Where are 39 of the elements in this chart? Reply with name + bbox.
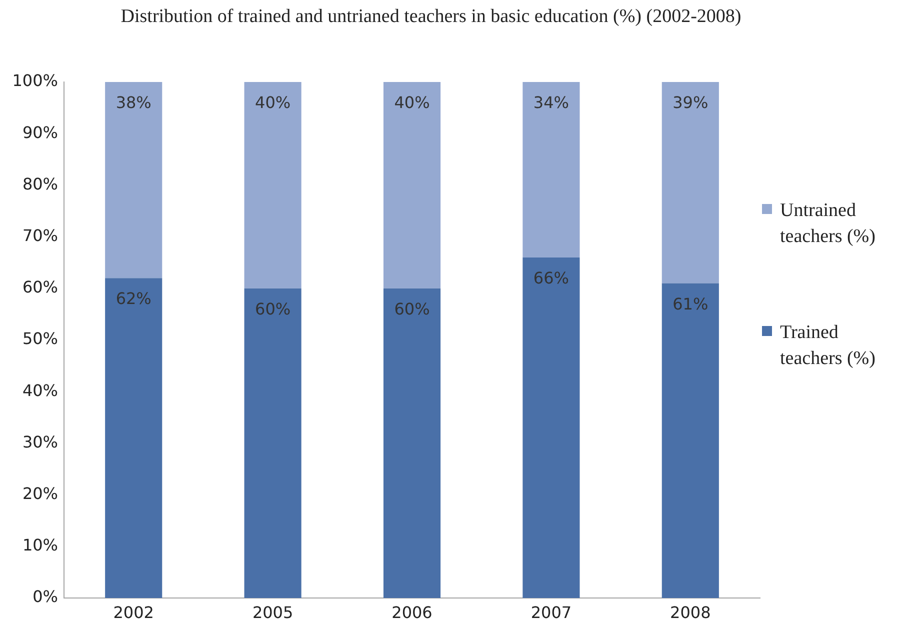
y-tick-label: 40% — [22, 380, 58, 400]
bar — [662, 283, 719, 598]
x-tick-label: 2005 — [252, 602, 294, 622]
bar — [105, 278, 162, 598]
legend-label: Trained teachers (%) — [780, 321, 876, 371]
bar — [662, 82, 719, 284]
data-label: 62% — [116, 289, 152, 308]
x-tick-label: 2007 — [530, 602, 572, 622]
y-tick-label: 80% — [22, 174, 58, 194]
y-tick-label: 0% — [32, 587, 58, 606]
legend-label: Untrained teachers (%) — [780, 199, 876, 249]
data-label: 66% — [533, 268, 569, 288]
x-tick-label: 2006 — [392, 602, 432, 622]
data-label: 39% — [672, 93, 708, 112]
data-label: 40% — [394, 93, 430, 112]
data-label: 61% — [672, 294, 708, 314]
data-label: 34% — [533, 93, 569, 112]
bar — [244, 82, 302, 288]
bar — [105, 82, 162, 278]
data-label: 60% — [255, 300, 291, 319]
data-label: 40% — [255, 93, 291, 112]
y-tick-label: 50% — [22, 329, 58, 348]
x-tick-label: 2002 — [113, 602, 154, 622]
y-tick-label: 90% — [22, 122, 58, 142]
y-tick-label: 20% — [22, 484, 58, 503]
y-tick-label: 100% — [12, 71, 58, 90]
bar — [383, 288, 441, 598]
y-tick-label: 10% — [22, 536, 58, 555]
bar — [383, 82, 441, 288]
y-tick-label: 70% — [22, 226, 58, 245]
y-tick-label: 60% — [22, 278, 58, 297]
x-tick-label: 2008 — [670, 602, 711, 622]
y-tick-label: 30% — [22, 432, 58, 452]
chart-title: Distribution of trained and untrianed teachers in basic education (%) (2002-2008) — [120, 6, 742, 28]
data-label: 38% — [116, 93, 152, 112]
data-label: 60% — [394, 300, 430, 319]
bar — [244, 288, 302, 598]
bar — [522, 257, 580, 598]
bar — [522, 82, 580, 258]
